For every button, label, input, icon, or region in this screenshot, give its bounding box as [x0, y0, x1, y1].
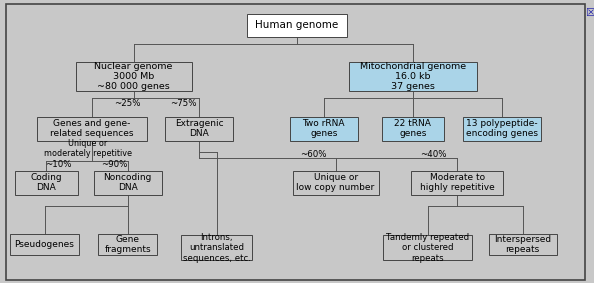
Text: ~90%: ~90%	[102, 160, 128, 169]
FancyBboxPatch shape	[10, 234, 78, 255]
Text: Gene
fragments: Gene fragments	[105, 235, 151, 254]
FancyBboxPatch shape	[98, 234, 157, 255]
FancyBboxPatch shape	[292, 170, 378, 195]
Text: Unique or
low copy number: Unique or low copy number	[296, 173, 375, 192]
FancyBboxPatch shape	[181, 235, 252, 260]
FancyBboxPatch shape	[463, 117, 541, 141]
FancyBboxPatch shape	[488, 234, 557, 255]
FancyBboxPatch shape	[94, 170, 162, 195]
Text: Introns,
untranslated
sequences, etc.: Introns, untranslated sequences, etc.	[183, 233, 251, 263]
Text: Extragenic
DNA: Extragenic DNA	[175, 119, 223, 138]
Text: Human genome: Human genome	[255, 20, 339, 31]
Text: ~75%: ~75%	[170, 99, 196, 108]
FancyBboxPatch shape	[383, 235, 472, 260]
Text: Unique or
moderately repetitive: Unique or moderately repetitive	[44, 139, 132, 158]
FancyBboxPatch shape	[381, 117, 444, 141]
FancyBboxPatch shape	[290, 117, 358, 141]
Text: 22 tRNA
genes: 22 tRNA genes	[394, 119, 431, 138]
FancyBboxPatch shape	[15, 170, 77, 195]
Text: Coding
DNA: Coding DNA	[30, 173, 62, 192]
FancyBboxPatch shape	[349, 62, 476, 91]
Text: Interspersed
repeats: Interspersed repeats	[494, 235, 551, 254]
FancyBboxPatch shape	[247, 14, 347, 37]
Text: Tandemly repeated
or clustered
repeats: Tandemly repeated or clustered repeats	[386, 233, 469, 263]
FancyBboxPatch shape	[165, 117, 233, 141]
Text: Mitochondrial genome
16.0 kb
37 genes: Mitochondrial genome 16.0 kb 37 genes	[360, 61, 466, 91]
Text: Two rRNA
genes: Two rRNA genes	[302, 119, 345, 138]
Text: 13 polypeptide-
encoding genes: 13 polypeptide- encoding genes	[466, 119, 538, 138]
Text: ~40%: ~40%	[421, 150, 447, 159]
Text: Nuclear genome
3000 Mb
~80 000 genes: Nuclear genome 3000 Mb ~80 000 genes	[94, 61, 173, 91]
FancyBboxPatch shape	[37, 117, 147, 141]
Text: Moderate to
highly repetitive: Moderate to highly repetitive	[420, 173, 495, 192]
Text: Pseudogenes: Pseudogenes	[15, 240, 74, 249]
Text: Noncoding
DNA: Noncoding DNA	[103, 173, 152, 192]
FancyBboxPatch shape	[411, 170, 504, 195]
Text: ☒: ☒	[585, 8, 594, 18]
Text: ~25%: ~25%	[115, 99, 141, 108]
Text: ~10%: ~10%	[45, 160, 71, 169]
Text: Genes and gene-
related sequences: Genes and gene- related sequences	[50, 119, 134, 138]
FancyBboxPatch shape	[76, 62, 191, 91]
Text: ~60%: ~60%	[301, 150, 327, 159]
